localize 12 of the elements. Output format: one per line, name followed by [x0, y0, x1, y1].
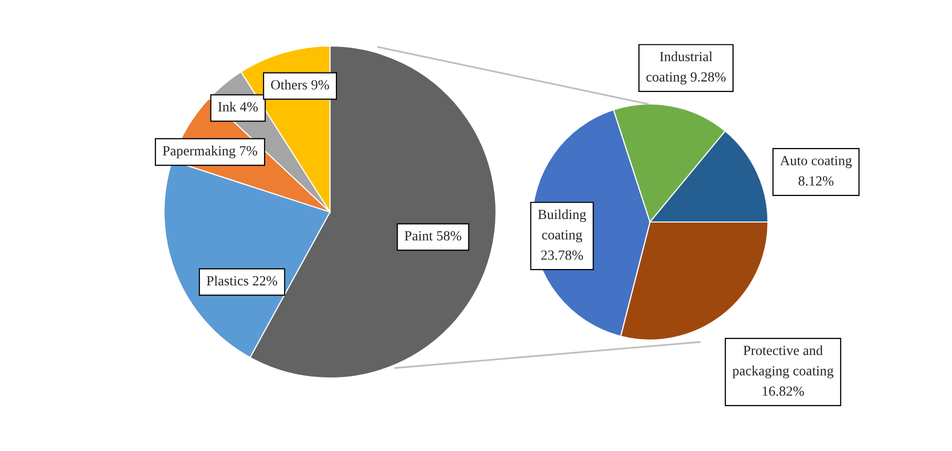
data-label: 16.82% — [762, 386, 804, 396]
data-label: 8.12% — [798, 176, 834, 186]
slice-label: Plastics 22% — [206, 276, 278, 286]
slice-label: Others 9% — [271, 80, 330, 90]
slice-label: Building coating — [538, 209, 586, 242]
slice-label: Papermaking 7% — [162, 146, 258, 158]
slice-label: Industrial coating 9.28% — [646, 52, 726, 84]
slice-label: Paint 58% — [404, 231, 462, 241]
data-label: 23.78% — [541, 250, 583, 260]
slice-label: Protective and packaging coating — [732, 345, 834, 378]
slice-label: Auto coating — [780, 156, 852, 168]
slice-label: Ink 4% — [218, 102, 258, 112]
